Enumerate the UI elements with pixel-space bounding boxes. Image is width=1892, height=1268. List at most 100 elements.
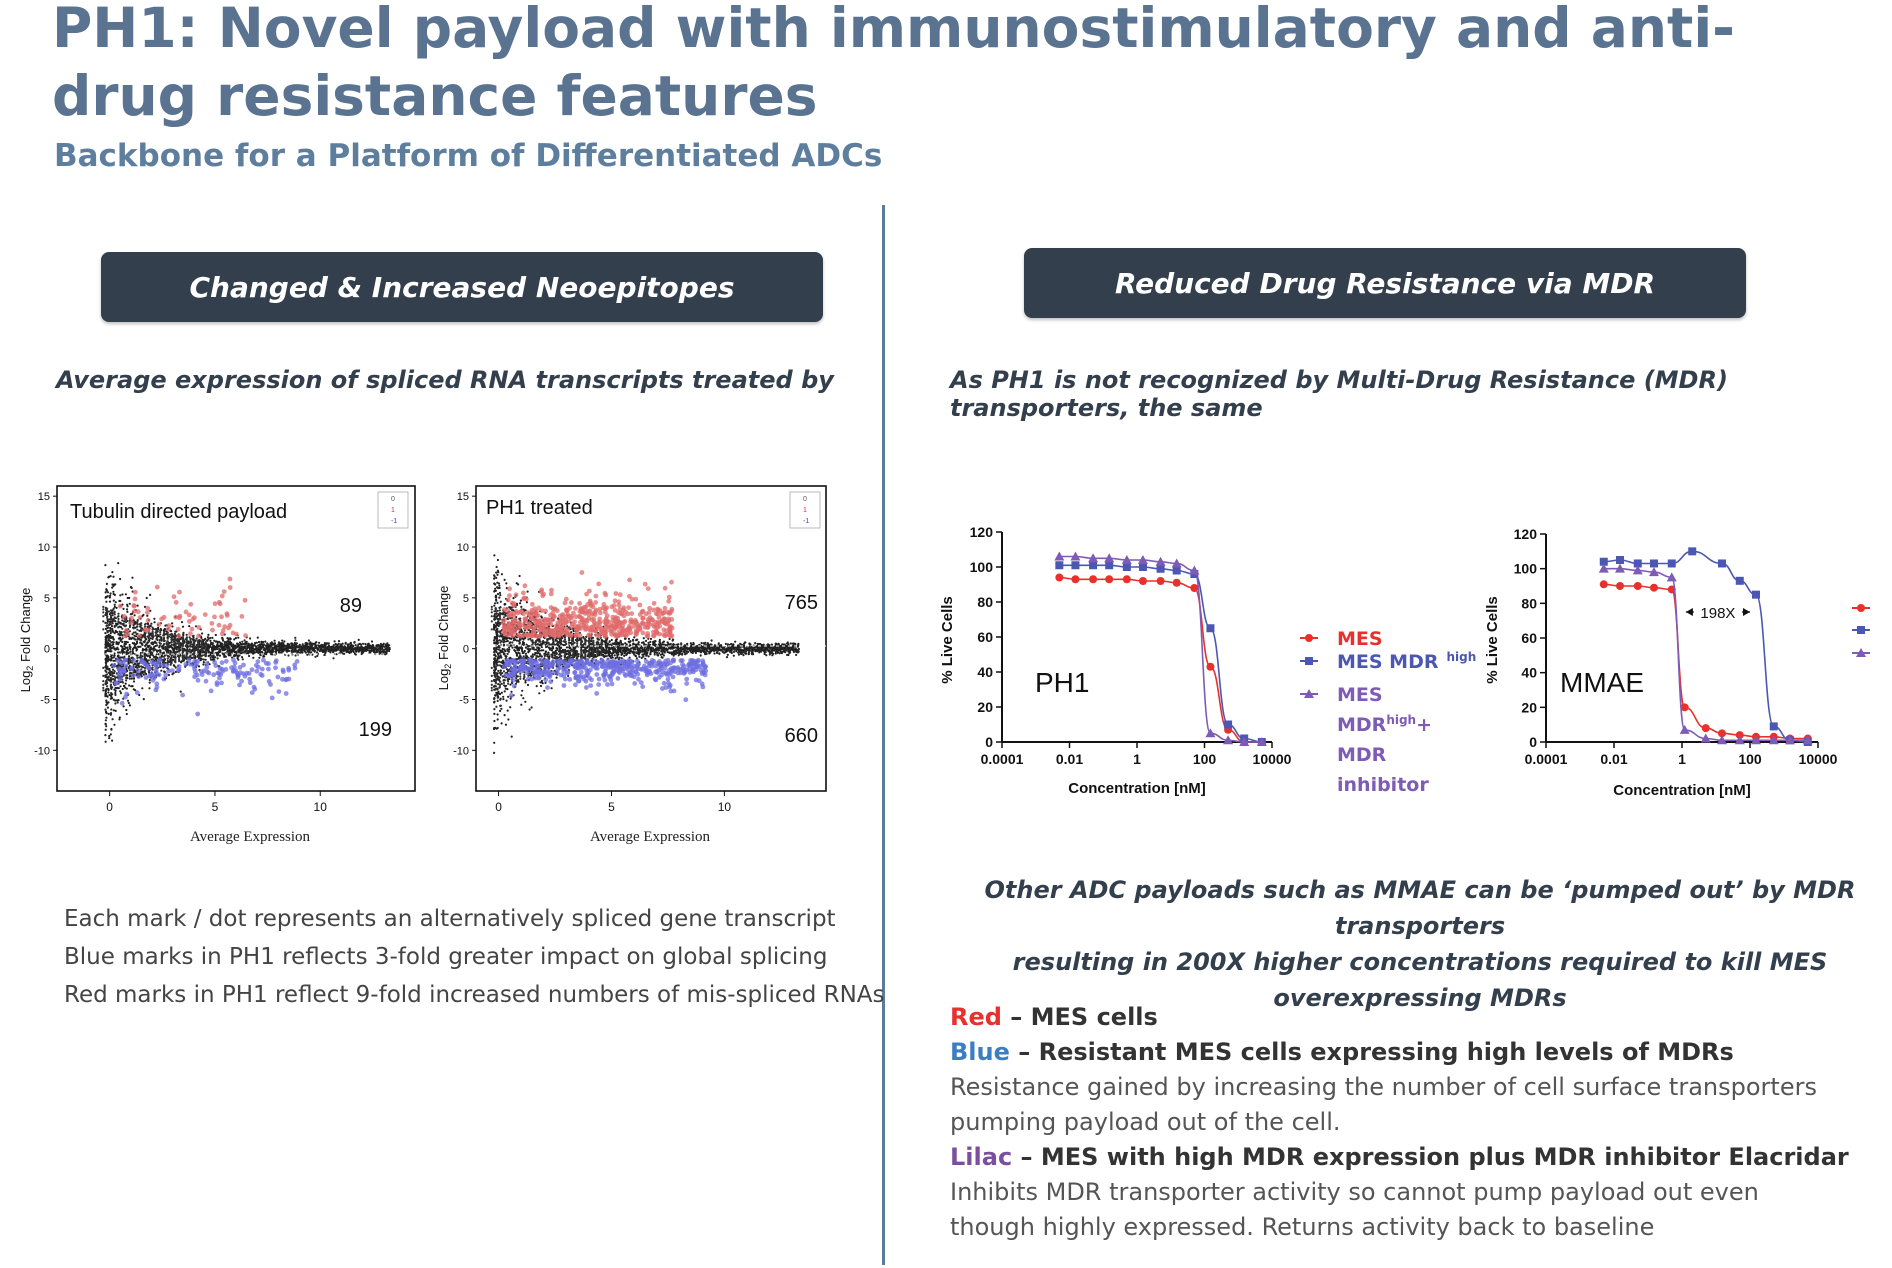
data-point (171, 625, 174, 628)
data-point (553, 657, 556, 660)
data-point (508, 637, 511, 640)
data-point (614, 657, 617, 660)
data-point (122, 647, 125, 650)
data-point (371, 644, 374, 647)
data-point (124, 593, 127, 596)
data-point (568, 647, 571, 650)
data-point (185, 633, 188, 636)
data-point-down (122, 657, 128, 663)
data-point (496, 558, 499, 562)
data-point-down (192, 666, 198, 672)
data-point (380, 648, 383, 651)
data-point-up (221, 589, 227, 594)
data-point (197, 639, 200, 642)
data-point (128, 684, 131, 687)
data-point-up (189, 626, 195, 632)
data-point (136, 638, 139, 641)
data-point (230, 641, 233, 645)
data-point (503, 714, 506, 717)
data-point (271, 646, 274, 650)
data-point (140, 673, 143, 676)
data-point (324, 650, 327, 653)
data-point (522, 697, 525, 700)
data-point (166, 635, 169, 638)
data-point (551, 654, 554, 657)
data-point (212, 645, 215, 649)
data-point (666, 650, 669, 654)
data-point (555, 646, 558, 650)
data-point (172, 658, 175, 661)
data-point (240, 656, 244, 659)
data-point (355, 648, 358, 651)
data-point (117, 643, 120, 646)
data-point-down (231, 664, 237, 670)
data-point (700, 641, 703, 645)
data-point (343, 646, 346, 650)
data-point (105, 657, 108, 660)
data-point (297, 649, 300, 652)
data-point (545, 645, 548, 649)
data-point (286, 645, 289, 649)
data-point (304, 644, 307, 647)
data-point (162, 634, 166, 637)
data-point (264, 651, 267, 654)
data-point (112, 672, 116, 675)
data-point-down (195, 677, 201, 683)
data-point (267, 649, 270, 652)
data-point (501, 672, 504, 675)
data-point (164, 648, 167, 651)
data-point (195, 637, 198, 640)
data-point (649, 640, 652, 643)
data-point (117, 615, 120, 618)
x-axis-label: Average Expression (190, 829, 311, 845)
data-point-down (204, 664, 210, 670)
data-point (774, 652, 777, 655)
data-point (111, 718, 114, 721)
data-point (140, 629, 143, 633)
data-point (762, 643, 765, 646)
data-point (117, 633, 120, 636)
data-point (125, 624, 128, 627)
data-point (174, 634, 177, 637)
data-point-up (123, 633, 128, 639)
data-point (644, 639, 648, 642)
data-point (174, 655, 177, 659)
data-point-up (186, 612, 192, 618)
data-point (109, 618, 112, 621)
data-point (293, 646, 297, 649)
data-point-down (204, 661, 210, 667)
data-point (277, 651, 280, 654)
data-point (778, 652, 781, 655)
data-point (113, 605, 116, 608)
data-point (118, 630, 121, 633)
data-point (117, 562, 120, 565)
data-point (499, 704, 502, 707)
data-point-up (209, 621, 215, 626)
data-point (506, 648, 509, 651)
data-point (493, 671, 496, 674)
data-point (641, 649, 644, 653)
data-point (128, 675, 131, 678)
data-point (119, 692, 123, 695)
data-point (105, 634, 108, 637)
data-point (111, 674, 114, 677)
data-point (107, 712, 110, 715)
data-point (320, 644, 323, 647)
data-point (133, 634, 136, 637)
data-point (224, 645, 227, 648)
data-point (279, 643, 282, 647)
data-point (309, 646, 312, 649)
data-point (333, 640, 336, 643)
data-point (107, 620, 110, 623)
data-point (617, 653, 620, 656)
data-point (105, 680, 108, 683)
scatter-points (102, 562, 391, 743)
data-point (776, 651, 779, 654)
data-point (106, 643, 110, 646)
data-point (197, 655, 200, 658)
data-point (616, 656, 619, 659)
data-point (206, 644, 209, 647)
data-point (132, 637, 135, 640)
data-point (763, 652, 766, 656)
